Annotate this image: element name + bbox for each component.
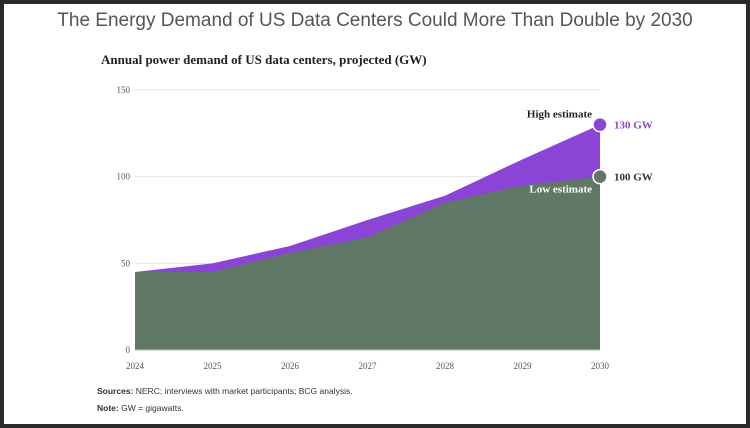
y-tick-label: 0 (126, 345, 131, 355)
x-tick-label: 2024 (126, 361, 145, 371)
series-label: High estimate (527, 109, 592, 121)
y-tick-label: 50 (121, 258, 131, 268)
page-title: The Energy Demand of US Data Centers Cou… (57, 10, 693, 31)
chart-title: Annual power demand of US data centers, … (101, 52, 427, 67)
end-value-label: 100 GW (614, 172, 653, 184)
chart-frame (4, 4, 746, 424)
series-label: Low estimate (529, 184, 592, 196)
area-low-estimate (135, 176, 600, 350)
gw-note: Note: GW = gigawatts. (97, 403, 184, 413)
y-tick-label: 100 (117, 172, 131, 182)
note-text: GW = gigawatts. (121, 403, 184, 413)
y-tick-label: 150 (117, 85, 131, 95)
end-value-label: 130 GW (614, 120, 653, 132)
x-tick-label: 2030 (591, 361, 610, 371)
note-label: Note: (97, 403, 119, 413)
end-point-marker (592, 116, 608, 133)
sources-note: Sources: NERC; interviews with market pa… (97, 386, 353, 396)
x-tick-label: 2028 (436, 361, 455, 371)
x-tick-label: 2026 (281, 361, 300, 371)
x-tick-label: 2029 (514, 361, 533, 371)
x-tick-label: 2025 (204, 361, 223, 371)
sources-text: NERC; interviews with market participant… (135, 386, 353, 396)
sources-label: Sources: (97, 386, 134, 396)
end-point-marker (592, 168, 608, 185)
x-tick-label: 2027 (359, 361, 378, 371)
